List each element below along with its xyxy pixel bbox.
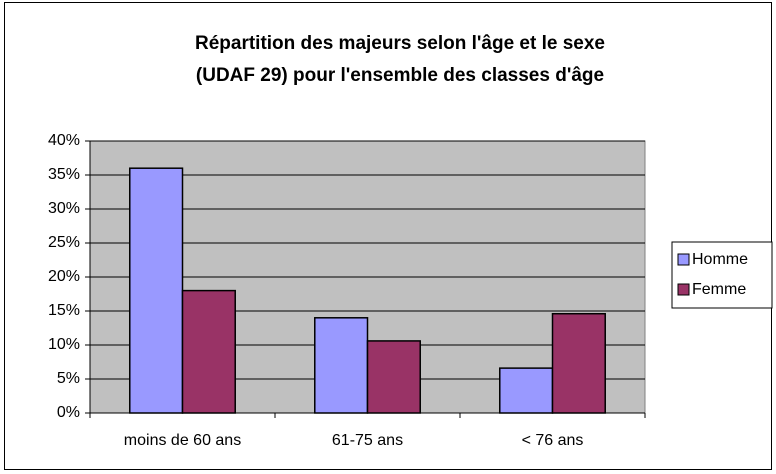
legend-label: Homme	[692, 251, 748, 268]
bar	[314, 317, 369, 414]
legend-label: Femme	[692, 281, 746, 298]
y-tick-label: 30%	[48, 200, 80, 217]
x-tick-label: moins de 60 ans	[124, 432, 241, 449]
legend-box	[671, 241, 773, 309]
x-tick-label: 61-75 ans	[332, 432, 403, 449]
legend-swatch	[677, 283, 690, 296]
y-tick-label: 15%	[48, 302, 80, 319]
y-tick-label: 40%	[48, 132, 80, 149]
bar	[366, 340, 421, 414]
bar	[129, 167, 184, 414]
chart-title: Répartition des majeurs selon l'âge et l…	[195, 33, 605, 54]
bar	[551, 312, 606, 414]
y-tick-label: 35%	[48, 166, 80, 183]
y-tick-label: 5%	[57, 370, 80, 387]
bar	[499, 367, 554, 414]
y-tick-label: 25%	[48, 234, 80, 251]
chart-title: (UDAF 29) pour l'ensemble des classes d'…	[196, 65, 604, 86]
y-tick-label: 20%	[48, 268, 80, 285]
y-tick-label: 0%	[57, 404, 80, 421]
x-tick-label: < 76 ans	[522, 432, 584, 449]
y-tick-label: 10%	[48, 336, 80, 353]
legend-swatch	[677, 253, 690, 266]
bar	[181, 289, 236, 414]
